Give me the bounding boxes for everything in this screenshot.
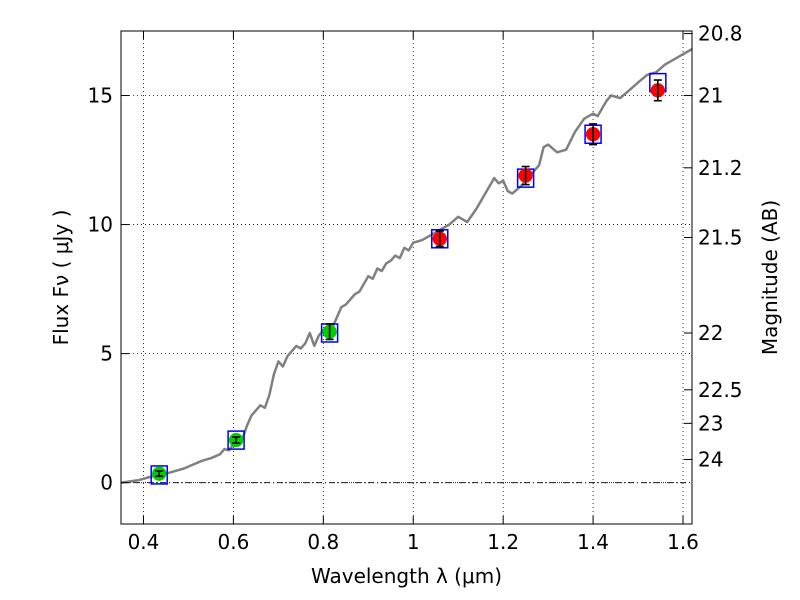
y-tick-label: 15 [88,84,113,108]
x-tick-label: 0.4 [128,530,160,554]
y-tick-label: 0 [100,471,113,495]
model-sed-line [120,48,693,484]
x-tick-label: 0.6 [217,530,249,554]
right-tick-label: 21 [698,84,723,108]
right-tick-label: 20.8 [698,22,743,46]
right-tick-label: 21.5 [698,225,743,249]
model-photometry-square [150,465,168,485]
right-axis-title: Magnitude (AB) [758,200,782,355]
x-tick-label: 1.6 [667,530,699,554]
y-axis-title: Flux Fν ( μJy ) [49,210,73,346]
model-sed-layer [120,48,693,484]
x-tick-label: 0.8 [307,530,339,554]
right-tick-label: 22.5 [698,378,743,402]
right-tick-label: 21.2 [698,156,743,180]
model-photometry-square [227,430,245,450]
y-tick-label: 10 [88,213,113,237]
right-tick-label: 24 [698,447,723,471]
x-tick-label: 1.4 [577,530,609,554]
right-tick-label: 23 [698,411,723,435]
model-photometry-square [431,229,449,249]
ticks-layer: 0.4 0.6 0.8 1 1.2 1.4 1.6 0 5 10 15 20.8 21 21.2 21.5 2… [88,22,743,554]
plot-frame [120,30,693,525]
markers-layer [150,72,667,485]
x-tick-label: 1.2 [487,530,519,554]
x-tick-label: 1 [407,530,420,554]
grid-layer [121,31,692,524]
x-axis-title: Wavelength λ (μm) [311,564,502,588]
right-tick-label: 22 [698,321,723,345]
y-tick-label: 5 [100,342,113,366]
